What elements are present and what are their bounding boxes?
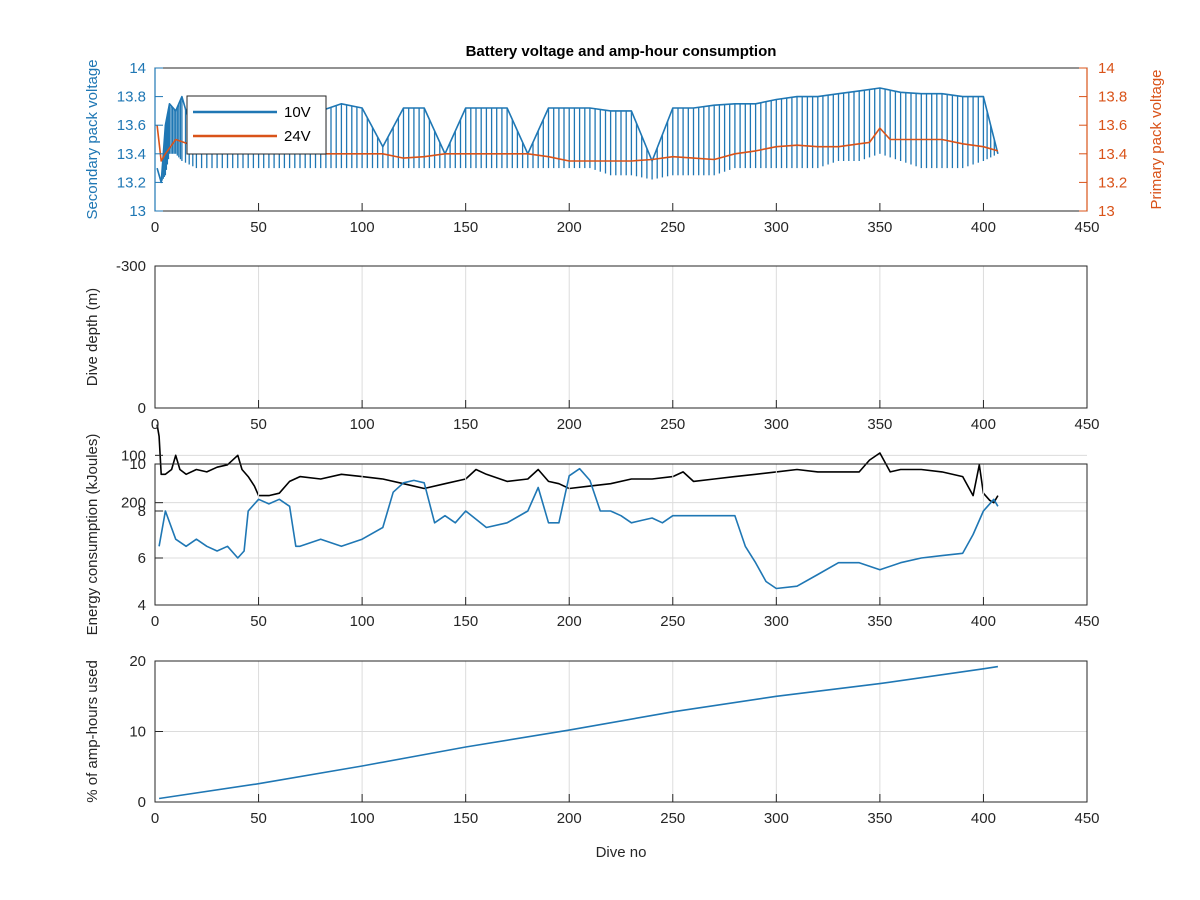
y-axis-label: % of amp-hours used — [84, 660, 101, 803]
x-tick-label: 400 — [971, 613, 996, 630]
y-tick-label: 13.4 — [117, 146, 146, 163]
y-tick-label: 4 — [138, 597, 146, 614]
x-tick-label: 450 — [1074, 219, 1099, 236]
legend-label-24V: 24V — [284, 128, 311, 145]
x-tick-label: 50 — [250, 810, 267, 827]
y-tick-label: 0 — [138, 794, 146, 811]
x-tick-label: 150 — [453, 810, 478, 827]
y-tick-label: 14 — [129, 60, 146, 77]
x-tick-label: 200 — [557, 219, 582, 236]
y-tick-label: 13.6 — [117, 117, 146, 134]
y-right-tick-label: 13.6 — [1098, 117, 1127, 134]
y-axis-label: Secondary pack voltage — [84, 59, 101, 219]
y-right-tick-label: 13.2 — [1098, 174, 1127, 191]
y-right-tick-label: 14 — [1098, 60, 1115, 77]
y-tick-label: 13.2 — [117, 174, 146, 191]
plot-frame — [154, 265, 1088, 409]
y-tick-label: 20 — [129, 653, 146, 670]
y-axis-label: Energy consumption (kJoules) — [84, 434, 101, 636]
x-tick-label: 150 — [453, 219, 478, 236]
x-tick-label: 300 — [764, 416, 789, 433]
y-axis-label: Dive depth (m) — [84, 288, 101, 386]
y-right-axis-label: Primary pack voltage — [1148, 69, 1165, 209]
x-tick-label: 450 — [1074, 416, 1099, 433]
y-tick-label: 13.8 — [117, 89, 146, 106]
x-tick-label: 0 — [151, 810, 159, 827]
plot-frame — [154, 463, 1088, 606]
x-tick-label: 450 — [1074, 810, 1099, 827]
x-tick-label: 150 — [453, 613, 478, 630]
x-tick-label: 400 — [971, 416, 996, 433]
x-tick-label: 150 — [453, 416, 478, 433]
y-right-tick-label: 13 — [1098, 203, 1115, 220]
series-line-4 — [158, 665, 999, 800]
x-tick-label: 450 — [1074, 613, 1099, 630]
x-tick-label: 250 — [660, 416, 685, 433]
chart-title: Battery voltage and amp-hour consumption — [466, 43, 777, 60]
y-tick-label: 13 — [129, 203, 146, 220]
y-tick-label: 10 — [129, 724, 146, 741]
x-tick-label: 350 — [867, 219, 892, 236]
series-line-3 — [158, 467, 999, 590]
y-tick-label: 0 — [138, 400, 146, 417]
legend-box — [186, 95, 327, 155]
x-tick-label: 200 — [557, 416, 582, 433]
x-tick-label: 350 — [867, 810, 892, 827]
x-tick-label: 100 — [350, 810, 375, 827]
series-line-2 — [156, 424, 999, 504]
x-axis-label: Dive no — [596, 844, 647, 861]
x-tick-label: 250 — [660, 810, 685, 827]
x-tick-label: 50 — [250, 219, 267, 236]
y-tick-label: 200 — [121, 495, 146, 512]
y-tick-label: -300 — [116, 258, 146, 275]
x-tick-label: 200 — [557, 613, 582, 630]
chart-panel-2: 0 50 100 150 200 250 300 350 400 450 0 100 200 -300 Di… — [84, 258, 1100, 512]
chart-panel-4: 0 50 100 150 200 250 300 350 400 450 0 10 20 % of amp… — [84, 653, 1100, 827]
y-right-tick-label: 13.4 — [1098, 146, 1127, 163]
x-tick-label: 0 — [151, 416, 159, 433]
x-tick-label: 350 — [867, 416, 892, 433]
x-tick-label: 300 — [764, 810, 789, 827]
x-tick-label: 250 — [660, 219, 685, 236]
x-tick-label: 250 — [660, 613, 685, 630]
x-tick-label: 350 — [867, 613, 892, 630]
chart-panel-3: 0 50 100 150 200 250 300 350 400 450 4 6 8 10 Energy c… — [84, 434, 1100, 636]
x-tick-label: 100 — [350, 219, 375, 236]
x-tick-label: 400 — [971, 810, 996, 827]
x-tick-label: 300 — [764, 219, 789, 236]
x-tick-label: 50 — [250, 416, 267, 433]
y-tick-label: 100 — [121, 447, 146, 464]
x-tick-label: 50 — [250, 613, 267, 630]
y-tick-label: 8 — [138, 503, 146, 520]
x-tick-label: 100 — [350, 613, 375, 630]
x-tick-label: 400 — [971, 219, 996, 236]
y-right-tick-label: 13.8 — [1098, 89, 1127, 106]
chart-panel-1: 0 50 100 150 200 250 300 350 400 4501313.213.413.… — [84, 59, 1165, 236]
x-tick-label: 200 — [557, 810, 582, 827]
y-tick-label: 6 — [138, 550, 146, 567]
x-tick-label: 100 — [350, 416, 375, 433]
legend-label-10V: 10V — [284, 104, 311, 121]
x-tick-label: 0 — [151, 219, 159, 236]
x-tick-label: 0 — [151, 613, 159, 630]
x-tick-label: 300 — [764, 613, 789, 630]
y-tick-label: 10 — [129, 456, 146, 473]
